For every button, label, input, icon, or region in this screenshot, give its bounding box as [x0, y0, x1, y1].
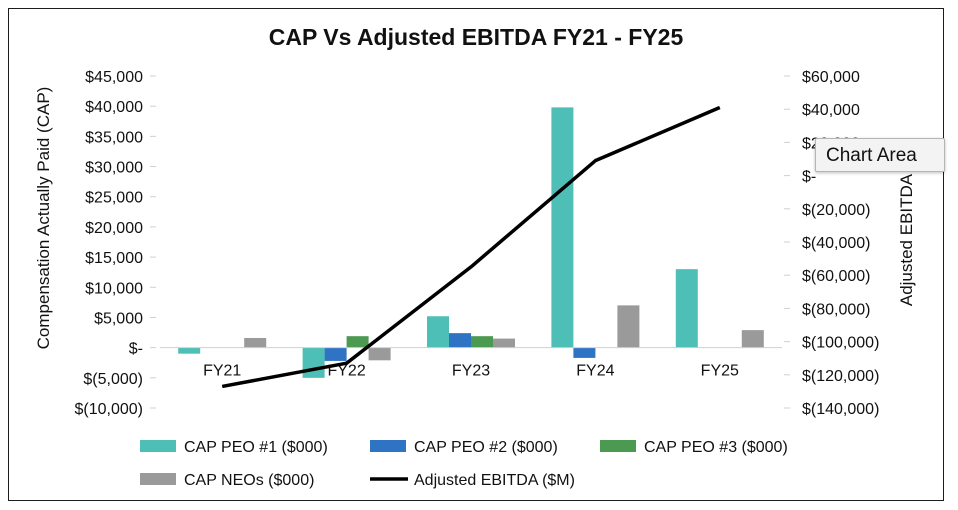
category-label: FY24 — [576, 363, 614, 380]
left-tick-label: $40,000 — [85, 99, 143, 116]
bar-cap-neos-000-fy23[interactable] — [493, 338, 515, 348]
right-tick-label: $(60,000) — [802, 268, 871, 285]
right-tick-label: $(140,000) — [802, 401, 879, 418]
right-tick-label: $(80,000) — [802, 301, 871, 318]
left-axis-ticks: $45,000 $40,000 $35,000 $30,000 $25,000 $20,0… — [75, 69, 156, 418]
bar-cap-neos-000-fy22[interactable] — [368, 347, 391, 361]
left-tick-label: $20,000 — [85, 220, 143, 237]
legend-label: CAP PEO #1 ($000) — [184, 439, 328, 456]
category-label: FY22 — [327, 363, 365, 380]
right-tick-label: $(100,000) — [802, 335, 879, 352]
bar-cap-peo-2-000-fy24[interactable] — [573, 347, 596, 358]
bar-cap-peo-1-000-fy21[interactable] — [178, 347, 201, 354]
legend-label: CAP NEOs ($000) — [184, 472, 314, 489]
bar-cap-peo-3-000-fy22[interactable] — [346, 336, 369, 348]
legend-swatch — [600, 440, 636, 452]
legend-label: Adjusted EBITDA ($M) — [414, 472, 575, 489]
left-tick-label: $30,000 — [85, 160, 143, 177]
legend-label: CAP PEO #2 ($000) — [414, 439, 558, 456]
bar-cap-peo-1-000-fy24[interactable] — [551, 107, 574, 348]
bar-cap-peo-1-000-fy22[interactable] — [302, 347, 325, 378]
y2-axis-label: Adjusted EBITDA — [897, 173, 916, 306]
bar-cap-neos-000-fy24[interactable] — [617, 305, 640, 348]
category-label: FY23 — [452, 363, 490, 380]
legend-swatch — [140, 440, 176, 452]
right-tick-label: $(40,000) — [802, 235, 871, 252]
chart-area[interactable] — [8, 8, 944, 501]
left-tick-label: $15,000 — [85, 250, 143, 267]
right-tick-label: $40,000 — [802, 102, 860, 119]
bar-cap-peo-2-000-fy23[interactable] — [449, 333, 471, 348]
legend: CAP PEO #1 ($000) CAP PEO #2 ($000) CAP PE… — [140, 439, 788, 489]
legend-label: CAP PEO #3 ($000) — [644, 439, 788, 456]
left-tick-label: $35,000 — [85, 129, 143, 146]
legend-swatch — [370, 440, 406, 452]
left-tick-label: $(10,000) — [75, 401, 144, 418]
category-label: FY25 — [701, 363, 739, 380]
category-label: FY21 — [203, 363, 241, 380]
y-axis-label: Compensation Actually Paid (CAP) — [34, 87, 53, 350]
right-tick-label: $- — [802, 169, 816, 186]
series-line-adjusted-ebitda[interactable] — [221, 105, 721, 389]
bar-cap-neos-000-fy25[interactable] — [741, 330, 764, 348]
left-tick-label: $- — [129, 341, 143, 358]
right-tick-label: $60,000 — [802, 69, 860, 86]
left-tick-label: $10,000 — [85, 280, 143, 297]
chart-area-tooltip: Chart Area — [815, 138, 945, 172]
bar-cap-neos-000-fy21[interactable] — [244, 337, 267, 348]
left-tick-label: $(5,000) — [83, 371, 143, 388]
bar-cap-peo-3-000-fy23[interactable] — [471, 336, 493, 348]
bar-cap-peo-1-000-fy25[interactable] — [675, 269, 698, 348]
chart-title: CAP Vs Adjusted EBITDA FY21 - FY25 — [269, 24, 684, 50]
left-tick-label: $25,000 — [85, 190, 143, 207]
right-axis-ticks: $60,000$40,000$20,000$-$(20,000)$(40,000… — [784, 69, 879, 418]
bar-cap-peo-1-000-fy23[interactable] — [427, 316, 449, 348]
bar-cap-peo-2-000-fy22[interactable] — [324, 347, 347, 361]
legend-swatch — [140, 473, 176, 485]
category-labels: FY21 FY22 FY23 FY24 FY25 — [203, 363, 739, 380]
left-tick-label: $5,000 — [94, 310, 143, 327]
right-tick-label: $(20,000) — [802, 202, 871, 219]
right-tick-label: $(120,000) — [802, 368, 879, 385]
bars — [178, 107, 764, 378]
left-tick-label: $45,000 — [85, 69, 143, 86]
